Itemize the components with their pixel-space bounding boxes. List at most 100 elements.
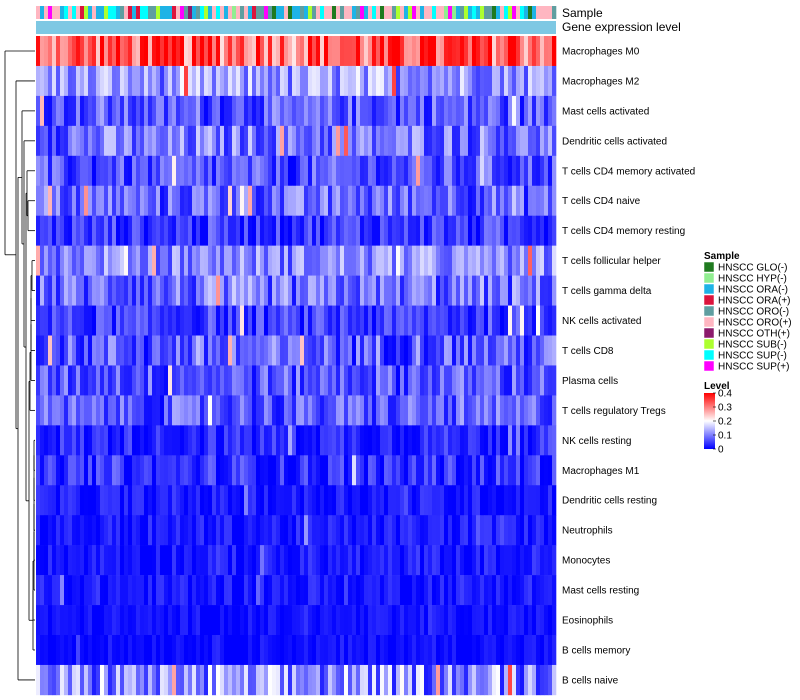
row-label: B cells naive xyxy=(562,675,619,686)
heatmap-cell xyxy=(504,365,509,396)
heatmap-cell xyxy=(332,395,337,426)
sample-annotation-cell xyxy=(256,6,261,19)
heatmap-cell xyxy=(112,275,117,306)
heatmap-cell xyxy=(544,365,549,396)
heatmap-cell xyxy=(500,425,505,456)
heatmap-cell xyxy=(488,545,493,576)
heatmap-cell xyxy=(240,65,245,97)
heatmap-cell xyxy=(56,125,61,157)
heatmap-cell xyxy=(412,425,417,456)
heatmap-cell xyxy=(356,305,361,336)
heatmap-cell xyxy=(316,635,321,666)
sample-annotation-cell xyxy=(88,6,93,19)
heatmap-cell xyxy=(156,125,161,157)
heatmap-cell xyxy=(496,515,501,546)
heatmap-cell xyxy=(300,95,305,127)
heatmap-cell xyxy=(144,125,149,157)
heatmap-cell xyxy=(532,245,537,276)
heatmap-cell xyxy=(536,36,541,67)
heatmap-cell xyxy=(180,155,185,187)
heatmap-cell xyxy=(508,425,513,456)
heatmap-cell xyxy=(396,425,401,456)
heatmap-cell xyxy=(464,305,469,336)
heatmap-cell xyxy=(344,305,349,336)
heatmap-cell xyxy=(172,185,177,216)
heatmap-cell xyxy=(392,515,397,546)
heatmap-cell xyxy=(296,245,301,276)
heatmap-cell xyxy=(92,485,97,516)
heatmap-cell xyxy=(440,545,445,576)
heatmap-cell xyxy=(376,185,381,216)
heatmap-cell xyxy=(428,545,433,576)
heatmap-cell xyxy=(368,635,373,666)
heatmap-cell xyxy=(448,65,453,97)
row-label: Mast cells activated xyxy=(562,106,649,117)
heatmap-cell xyxy=(540,664,545,696)
legend-sample-label: HNSCC ORA(+) xyxy=(718,296,791,307)
heatmap-cell xyxy=(36,95,41,127)
heatmap-cell xyxy=(340,455,345,486)
heatmap-cell xyxy=(376,575,381,606)
heatmap-cell xyxy=(236,365,241,396)
heatmap-cell xyxy=(336,395,341,426)
heatmap-cell xyxy=(52,125,57,157)
heatmap-cell xyxy=(168,455,173,486)
heatmap-cell xyxy=(384,245,389,276)
heatmap-cell xyxy=(56,185,61,216)
heatmap-cell xyxy=(540,305,545,336)
heatmap-cell xyxy=(140,425,145,456)
heatmap-cell xyxy=(148,335,153,366)
heatmap-cell xyxy=(80,155,85,187)
heatmap-cell xyxy=(60,455,65,486)
heatmap-cell xyxy=(148,425,153,456)
heatmap-cell xyxy=(544,95,549,127)
heatmap-cell xyxy=(420,605,425,636)
heatmap-cell xyxy=(496,155,501,187)
heatmap-cell xyxy=(468,425,473,456)
heatmap-cell xyxy=(180,605,185,636)
heatmap-cell xyxy=(380,185,385,216)
heatmap-cell xyxy=(312,185,317,216)
heatmap-cell xyxy=(148,485,153,516)
heatmap-cell xyxy=(472,155,477,187)
heatmap-cell xyxy=(476,275,481,306)
heatmap-cell xyxy=(540,485,545,516)
heatmap-cell xyxy=(488,425,493,456)
heatmap-cell xyxy=(416,515,421,546)
heatmap-cell xyxy=(340,395,345,426)
heatmap-cell xyxy=(552,365,557,396)
heatmap-cell xyxy=(472,185,477,216)
heatmap-cell xyxy=(308,515,313,546)
row-label: Dendritic cells activated xyxy=(562,136,667,147)
heatmap-cell xyxy=(516,664,521,696)
heatmap-cell xyxy=(116,395,121,426)
heatmap-cell xyxy=(468,185,473,216)
heatmap-cell xyxy=(348,664,353,696)
heatmap-cell xyxy=(128,485,133,516)
heatmap-cell xyxy=(108,515,113,546)
heatmap-cell xyxy=(408,215,413,246)
heatmap-cell xyxy=(440,664,445,696)
heatmap-cell xyxy=(280,275,285,306)
heatmap-cell xyxy=(240,635,245,666)
heatmap-cell xyxy=(388,365,393,396)
heatmap-cell xyxy=(268,305,273,336)
heatmap-cell xyxy=(124,335,129,366)
heatmap-cell xyxy=(216,185,221,216)
heatmap-cell xyxy=(44,664,49,696)
heatmap-cell xyxy=(448,155,453,187)
heatmap-cell xyxy=(192,335,197,366)
gene-expression-annotation-bar xyxy=(36,21,556,34)
heatmap-cell xyxy=(92,65,97,97)
heatmap-cell xyxy=(548,36,553,67)
heatmap-cell xyxy=(324,485,329,516)
heatmap-cell xyxy=(468,305,473,336)
heatmap-cell xyxy=(100,185,105,216)
heatmap-cell xyxy=(204,575,209,606)
heatmap-cell xyxy=(124,245,129,276)
heatmap-cell xyxy=(220,275,225,306)
heatmap-cell xyxy=(264,485,269,516)
heatmap-cell xyxy=(44,545,49,576)
heatmap-cell xyxy=(492,305,497,336)
heatmap-cell xyxy=(424,215,429,246)
